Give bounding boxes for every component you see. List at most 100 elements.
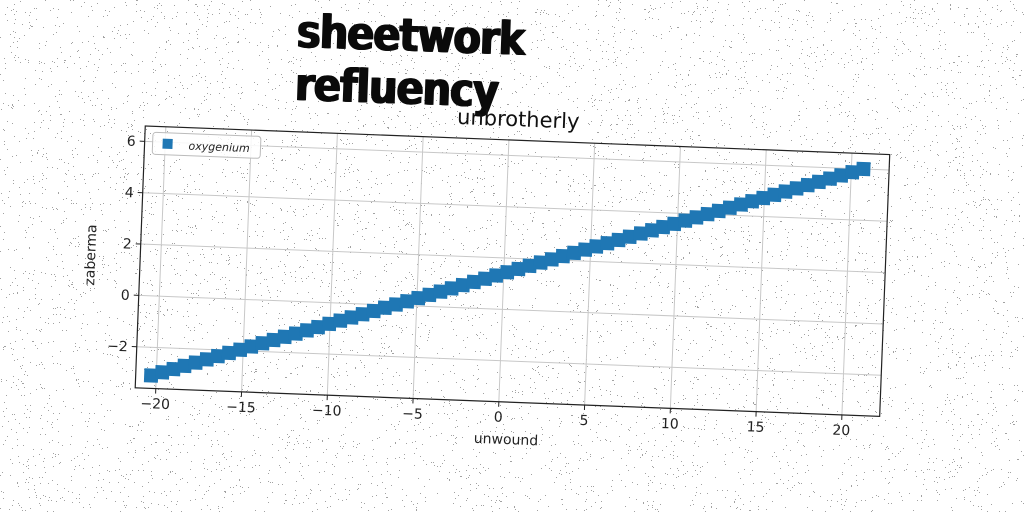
x-tick-label: −15 [226, 399, 256, 416]
grid [136, 126, 890, 415]
data-point [321, 316, 337, 332]
x-tick-label: −20 [140, 396, 170, 413]
x-grid-line [412, 136, 424, 399]
data-point [210, 348, 226, 364]
x-grid-line [326, 133, 338, 396]
data-point [188, 355, 203, 370]
data-point [655, 219, 671, 235]
data-point [410, 290, 426, 306]
y-axis-label: zaberma [82, 224, 100, 286]
data-point [711, 203, 726, 219]
x-grid-line [584, 143, 596, 406]
x-axis-label: unwound [473, 431, 538, 449]
data-point [377, 300, 393, 316]
legend: oxygenium [151, 131, 262, 159]
y-grid-line [138, 294, 884, 325]
y-grid-line [140, 243, 886, 274]
data-point [499, 264, 515, 280]
data-point [577, 242, 593, 257]
x-axis-ticks: −20 −15 −10 −5 0 5 10 15 20 [140, 388, 851, 439]
y-grid-line [144, 140, 890, 171]
data-point [789, 181, 804, 196]
data-point [466, 274, 482, 290]
x-tick-label: 0 [493, 410, 503, 426]
data-point [166, 361, 181, 377]
data-point [232, 342, 248, 357]
data-point [622, 229, 637, 245]
x-grid-line [841, 153, 853, 415]
y-grid-line [142, 192, 888, 222]
data-point [600, 235, 615, 251]
data-point [666, 216, 682, 232]
data-point [388, 297, 404, 312]
data-point [266, 332, 281, 348]
data-point [177, 358, 192, 374]
data-point [844, 164, 860, 180]
x-tick-label: −10 [312, 403, 342, 420]
chart-title: unbrotherly [457, 105, 580, 134]
data-point [767, 187, 782, 203]
data-point [522, 258, 537, 274]
data-point [310, 319, 326, 335]
data-point [555, 248, 571, 264]
legend-label-oxygenium: oxygenium [188, 140, 250, 155]
x-grid-line [755, 149, 767, 412]
data-point [422, 287, 437, 303]
data-point [678, 213, 693, 228]
y-tick-label: −2 [107, 339, 128, 356]
data-point [856, 161, 871, 177]
data-point [544, 252, 560, 267]
data-point [644, 223, 660, 238]
series-oxygenium [143, 161, 871, 383]
data-point [800, 177, 816, 193]
data-point [833, 168, 849, 183]
x-tick-label: −5 [402, 406, 423, 423]
data-point [199, 352, 215, 367]
data-point [366, 303, 381, 319]
data-point [755, 190, 771, 206]
data-point [566, 245, 582, 261]
legend-marker [162, 138, 173, 150]
y-grid-line [136, 346, 882, 376]
y-tick-label: 2 [122, 236, 132, 252]
data-point [143, 368, 159, 383]
data-point [589, 239, 604, 254]
x-tick-label: 20 [832, 423, 850, 440]
data-point [700, 206, 715, 222]
y-tick-label: 4 [124, 185, 134, 201]
data-point [733, 197, 749, 212]
data-point [221, 345, 237, 361]
data-point [611, 232, 626, 248]
x-grid-line [155, 126, 167, 389]
data-point [355, 306, 370, 322]
data-point [333, 313, 348, 328]
data-point [277, 329, 292, 345]
data-point [399, 294, 415, 309]
legend-box [151, 131, 262, 159]
plot-frame [134, 125, 891, 417]
data-point [477, 271, 493, 286]
data-point [444, 281, 459, 296]
data-point [299, 323, 315, 338]
y-tick-label: 6 [126, 134, 136, 150]
y-axis-ticks: −2 0 2 4 6 [107, 134, 145, 356]
x-grid-line [669, 146, 681, 409]
data-point [811, 174, 827, 190]
data-point [744, 193, 760, 209]
data-point [288, 326, 304, 341]
data-point [511, 261, 526, 277]
data-point [778, 184, 793, 199]
data-point [155, 365, 170, 380]
data-point [822, 171, 838, 186]
y-tick-label: 0 [120, 288, 130, 304]
data-point [255, 335, 270, 351]
data-point [633, 226, 649, 241]
data-point [689, 210, 704, 225]
data-point [488, 268, 504, 283]
x-tick-label: 5 [579, 413, 589, 429]
data-point [344, 310, 359, 325]
data-point [533, 255, 548, 270]
data-point [722, 200, 738, 215]
data-point [433, 284, 448, 299]
